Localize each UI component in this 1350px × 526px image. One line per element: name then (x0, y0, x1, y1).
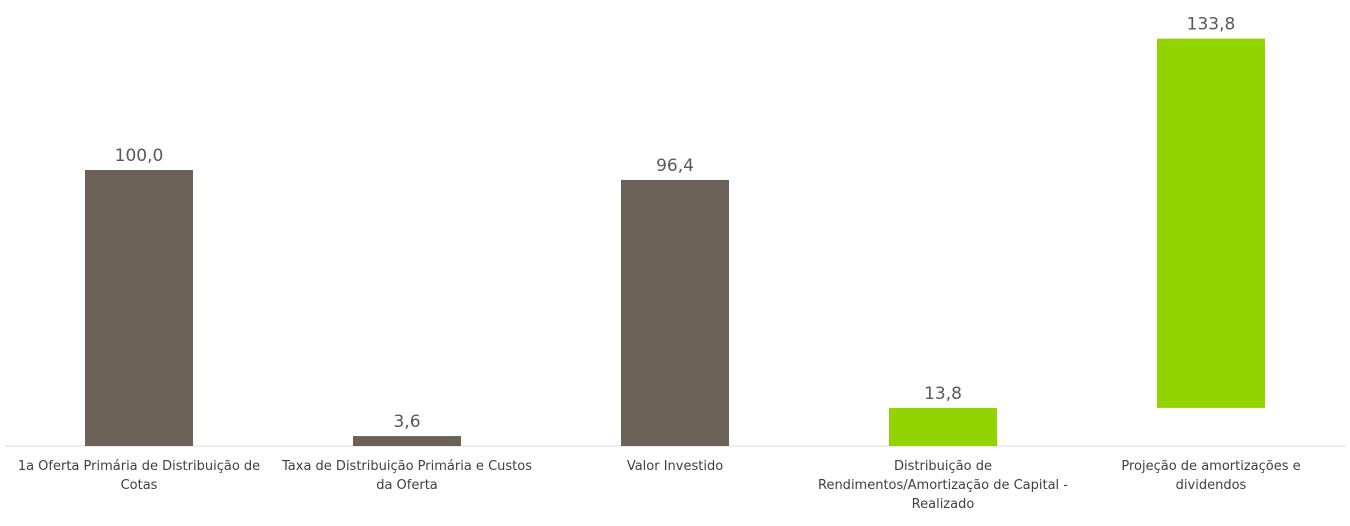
bar (1157, 38, 1265, 408)
x-tick-label: Projeção de amortizações e dividendos (1121, 459, 1301, 493)
data-label: 96,4 (656, 156, 694, 176)
data-label: 133,8 (1187, 15, 1236, 35)
bar (621, 179, 729, 446)
x-tick-label: Distribuição de Rendimentos/Amortização … (818, 459, 1068, 512)
data-label: 13,8 (924, 384, 962, 404)
bar (353, 436, 461, 446)
bar (85, 170, 193, 446)
x-tick-label: Taxa de Distribuição Primária e Custos d… (282, 459, 532, 493)
x-tick-label: Valor Investido (626, 459, 724, 474)
x-tick-label: 1a Oferta Primária de Distribuição de Co… (17, 459, 261, 493)
bar (889, 407, 997, 446)
data-label: 100,0 (115, 146, 164, 166)
data-label: 3,6 (393, 412, 420, 432)
